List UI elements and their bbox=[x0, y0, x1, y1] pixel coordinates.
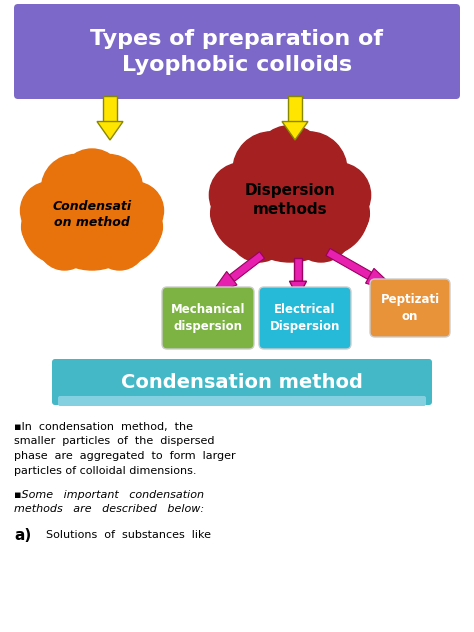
Circle shape bbox=[60, 149, 124, 213]
Polygon shape bbox=[103, 96, 117, 121]
Circle shape bbox=[280, 166, 369, 256]
Circle shape bbox=[306, 163, 371, 228]
Polygon shape bbox=[97, 121, 123, 140]
Circle shape bbox=[41, 154, 109, 222]
Text: Condensation method: Condensation method bbox=[121, 372, 363, 391]
Text: methods   are   described   below:: methods are described below: bbox=[14, 504, 204, 514]
Circle shape bbox=[37, 160, 147, 270]
Circle shape bbox=[320, 189, 369, 238]
Polygon shape bbox=[326, 248, 372, 279]
Circle shape bbox=[106, 182, 164, 239]
Text: a): a) bbox=[14, 528, 31, 543]
Text: ▪Some   important   condensation: ▪Some important condensation bbox=[14, 490, 204, 500]
Text: Mechanical
dispersion: Mechanical dispersion bbox=[171, 303, 245, 333]
Text: ▪In  condensation  method,  the: ▪In condensation method, the bbox=[14, 422, 193, 432]
Text: phase  are  aggregated  to  form  larger: phase are aggregated to form larger bbox=[14, 451, 236, 461]
Circle shape bbox=[38, 217, 91, 270]
FancyBboxPatch shape bbox=[52, 359, 432, 405]
Text: smaller  particles  of  the  dispersed: smaller particles of the dispersed bbox=[14, 437, 215, 446]
FancyBboxPatch shape bbox=[370, 279, 450, 337]
Circle shape bbox=[254, 126, 326, 198]
Circle shape bbox=[82, 185, 162, 265]
Circle shape bbox=[211, 166, 301, 256]
Circle shape bbox=[229, 202, 289, 262]
Text: particles of colloidal dimensions.: particles of colloidal dimensions. bbox=[14, 466, 197, 475]
Polygon shape bbox=[365, 269, 400, 293]
Circle shape bbox=[118, 205, 163, 249]
Circle shape bbox=[74, 154, 143, 222]
Text: Condensati
on method: Condensati on method bbox=[53, 200, 132, 229]
FancyBboxPatch shape bbox=[14, 4, 460, 99]
Text: Dispersion
methods: Dispersion methods bbox=[245, 183, 336, 217]
Circle shape bbox=[228, 138, 352, 262]
Circle shape bbox=[22, 185, 101, 265]
Circle shape bbox=[270, 132, 347, 209]
Circle shape bbox=[210, 189, 260, 238]
Circle shape bbox=[291, 202, 351, 262]
Polygon shape bbox=[290, 281, 307, 298]
FancyBboxPatch shape bbox=[162, 287, 254, 349]
Polygon shape bbox=[288, 96, 302, 121]
Circle shape bbox=[210, 163, 274, 228]
Text: Peptizati
on: Peptizati on bbox=[381, 293, 439, 323]
Polygon shape bbox=[282, 121, 308, 140]
Circle shape bbox=[20, 182, 78, 239]
Circle shape bbox=[93, 217, 146, 270]
Polygon shape bbox=[229, 252, 264, 281]
FancyBboxPatch shape bbox=[58, 396, 426, 406]
Polygon shape bbox=[293, 258, 302, 281]
Circle shape bbox=[233, 132, 310, 209]
Polygon shape bbox=[210, 272, 237, 295]
Text: Types of preparation of
Lyophobic colloids: Types of preparation of Lyophobic colloi… bbox=[91, 29, 383, 75]
Circle shape bbox=[22, 205, 65, 249]
Text: Electrical
Dispersion: Electrical Dispersion bbox=[270, 303, 340, 333]
Text: Solutions  of  substances  like: Solutions of substances like bbox=[46, 530, 211, 540]
FancyBboxPatch shape bbox=[259, 287, 351, 349]
